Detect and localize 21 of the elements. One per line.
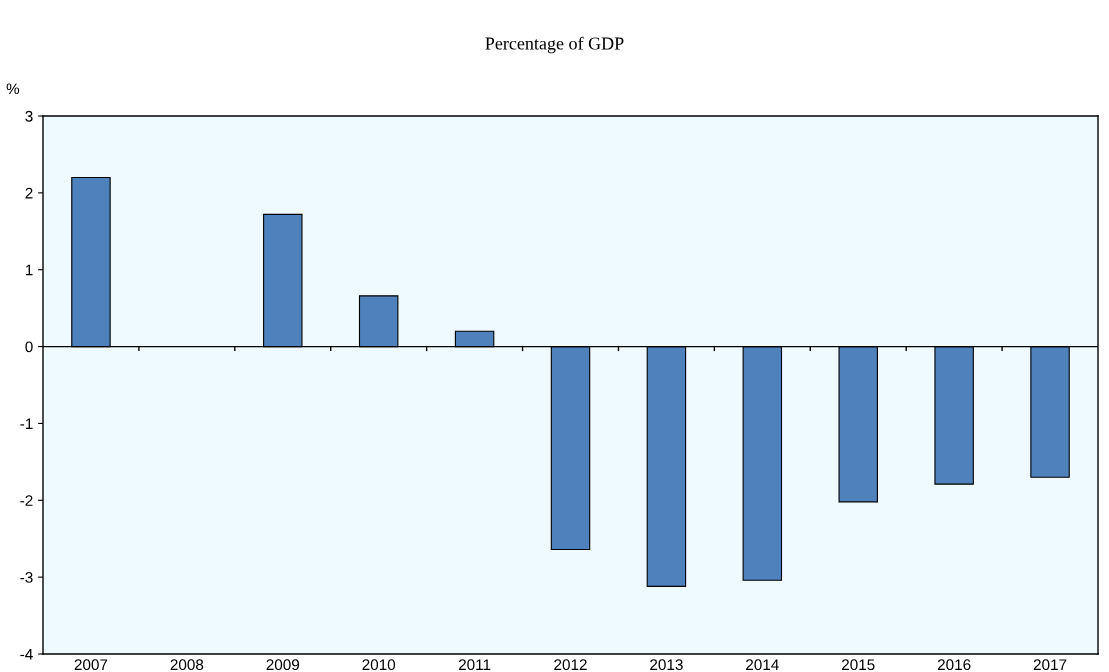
y-axis-title: %: [6, 83, 20, 95]
x-tick-label: 2008: [170, 659, 204, 671]
x-tick-label: 2015: [842, 659, 875, 671]
x-tick-label: 2017: [1033, 659, 1067, 671]
y-tick-label: 3: [25, 110, 33, 122]
x-tick-label: 2013: [650, 659, 683, 671]
y-tick-label: -4: [20, 649, 33, 660]
x-tick-label: 2007: [74, 659, 108, 671]
chart-title: Percentage of GDP: [485, 36, 624, 54]
x-tick-label: 2010: [362, 659, 396, 671]
x-tick-label: 2012: [554, 659, 587, 671]
x-tick-label: 2016: [937, 659, 971, 671]
y-tick-label: 0: [25, 341, 33, 353]
x-tick-label: 2009: [266, 659, 300, 671]
y-tick-label: 1: [25, 264, 33, 276]
x-tick-label: 2014: [746, 659, 779, 671]
y-tick-label: -1: [20, 418, 33, 429]
y-tick-label: -3: [20, 572, 33, 583]
y-tick-label: 2: [25, 187, 33, 199]
y-tick-label: -2: [20, 495, 33, 506]
x-tick-label: 2011: [458, 659, 491, 671]
